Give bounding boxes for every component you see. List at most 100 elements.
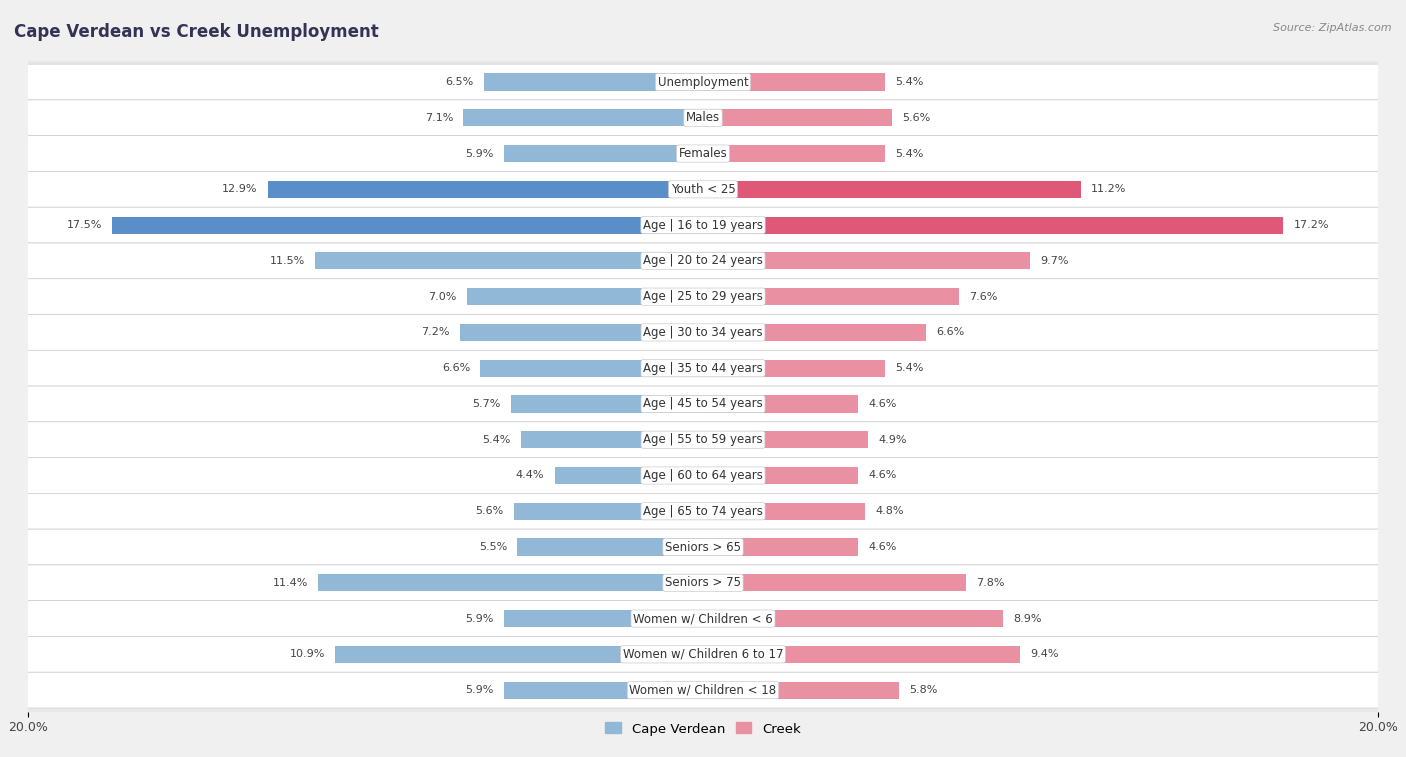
Bar	[515, 503, 703, 520]
Bar	[703, 431, 869, 448]
Text: Age | 20 to 24 years: Age | 20 to 24 years	[643, 254, 763, 267]
Text: 5.8%: 5.8%	[908, 685, 938, 695]
Text: Age | 35 to 44 years: Age | 35 to 44 years	[643, 362, 763, 375]
Bar	[703, 217, 1284, 234]
Bar	[703, 575, 966, 591]
Text: 8.9%: 8.9%	[1014, 614, 1042, 624]
Bar	[554, 467, 703, 484]
Bar	[481, 360, 703, 377]
Bar	[267, 181, 703, 198]
Text: 5.7%: 5.7%	[472, 399, 501, 409]
FancyBboxPatch shape	[27, 458, 1379, 494]
Text: Age | 60 to 64 years: Age | 60 to 64 years	[643, 469, 763, 482]
Bar	[703, 610, 1004, 627]
FancyBboxPatch shape	[27, 529, 1379, 565]
FancyBboxPatch shape	[27, 314, 1379, 350]
Text: Age | 65 to 74 years: Age | 65 to 74 years	[643, 505, 763, 518]
Text: 5.4%: 5.4%	[482, 435, 510, 444]
Text: 5.9%: 5.9%	[465, 148, 494, 158]
Bar	[484, 73, 703, 91]
Bar	[517, 538, 703, 556]
Text: 5.4%: 5.4%	[896, 77, 924, 87]
Text: Youth < 25: Youth < 25	[671, 183, 735, 196]
Text: 17.2%: 17.2%	[1294, 220, 1329, 230]
Text: 5.4%: 5.4%	[896, 363, 924, 373]
Bar	[703, 145, 886, 162]
Bar	[703, 360, 886, 377]
FancyBboxPatch shape	[27, 207, 1379, 243]
Bar	[503, 610, 703, 627]
Text: 11.4%: 11.4%	[273, 578, 308, 587]
Bar	[703, 109, 891, 126]
Text: Unemployment: Unemployment	[658, 76, 748, 89]
FancyBboxPatch shape	[27, 279, 1379, 314]
Bar	[510, 395, 703, 413]
Text: 9.4%: 9.4%	[1031, 650, 1059, 659]
Text: Females: Females	[679, 147, 727, 160]
FancyBboxPatch shape	[27, 672, 1379, 708]
Text: 4.9%: 4.9%	[879, 435, 907, 444]
FancyBboxPatch shape	[27, 637, 1379, 672]
Legend: Cape Verdean, Creek: Cape Verdean, Creek	[600, 717, 806, 741]
Bar	[703, 288, 959, 305]
Bar	[703, 324, 925, 341]
Bar	[703, 395, 858, 413]
Bar	[703, 73, 886, 91]
Text: 4.4%: 4.4%	[516, 471, 544, 481]
Text: 9.7%: 9.7%	[1040, 256, 1069, 266]
Bar	[460, 324, 703, 341]
FancyBboxPatch shape	[27, 386, 1379, 422]
Bar	[467, 288, 703, 305]
Bar	[464, 109, 703, 126]
Text: 6.6%: 6.6%	[441, 363, 470, 373]
Bar	[703, 181, 1081, 198]
Text: 5.4%: 5.4%	[896, 148, 924, 158]
Text: 5.9%: 5.9%	[465, 614, 494, 624]
Text: 12.9%: 12.9%	[222, 185, 257, 195]
Text: Age | 30 to 34 years: Age | 30 to 34 years	[643, 326, 763, 339]
Text: Age | 25 to 29 years: Age | 25 to 29 years	[643, 290, 763, 303]
Text: 7.8%: 7.8%	[976, 578, 1005, 587]
Text: 11.5%: 11.5%	[270, 256, 305, 266]
Text: 10.9%: 10.9%	[290, 650, 325, 659]
Bar	[315, 252, 703, 269]
Text: 5.5%: 5.5%	[479, 542, 508, 552]
Text: 7.0%: 7.0%	[429, 291, 457, 301]
Bar	[703, 467, 858, 484]
Bar	[703, 646, 1021, 663]
Text: Age | 45 to 54 years: Age | 45 to 54 years	[643, 397, 763, 410]
Text: Women w/ Children 6 to 17: Women w/ Children 6 to 17	[623, 648, 783, 661]
Text: Women w/ Children < 6: Women w/ Children < 6	[633, 612, 773, 625]
Text: 4.6%: 4.6%	[869, 399, 897, 409]
Text: 6.5%: 6.5%	[446, 77, 474, 87]
Bar	[112, 217, 703, 234]
FancyBboxPatch shape	[27, 136, 1379, 171]
FancyBboxPatch shape	[27, 100, 1379, 136]
FancyBboxPatch shape	[27, 422, 1379, 458]
Bar	[703, 503, 865, 520]
Text: Age | 16 to 19 years: Age | 16 to 19 years	[643, 219, 763, 232]
Text: Women w/ Children < 18: Women w/ Children < 18	[630, 684, 776, 696]
FancyBboxPatch shape	[27, 601, 1379, 637]
Bar	[703, 252, 1031, 269]
Text: 5.6%: 5.6%	[475, 506, 503, 516]
FancyBboxPatch shape	[27, 350, 1379, 386]
Bar	[703, 681, 898, 699]
Bar	[318, 575, 703, 591]
Bar	[335, 646, 703, 663]
FancyBboxPatch shape	[27, 494, 1379, 529]
Bar	[503, 681, 703, 699]
Text: 7.2%: 7.2%	[422, 328, 450, 338]
FancyBboxPatch shape	[27, 243, 1379, 279]
Text: Age | 55 to 59 years: Age | 55 to 59 years	[643, 433, 763, 446]
Text: 5.6%: 5.6%	[903, 113, 931, 123]
Text: 4.6%: 4.6%	[869, 542, 897, 552]
Bar	[503, 145, 703, 162]
Text: 5.9%: 5.9%	[465, 685, 494, 695]
FancyBboxPatch shape	[27, 171, 1379, 207]
FancyBboxPatch shape	[27, 64, 1379, 100]
Text: Source: ZipAtlas.com: Source: ZipAtlas.com	[1274, 23, 1392, 33]
Text: 17.5%: 17.5%	[67, 220, 103, 230]
FancyBboxPatch shape	[27, 565, 1379, 601]
Text: 11.2%: 11.2%	[1091, 185, 1126, 195]
